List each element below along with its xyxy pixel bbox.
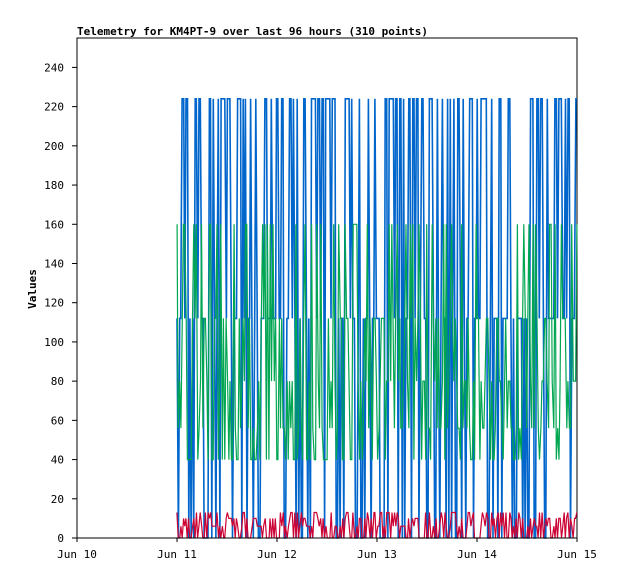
y-tick-label: 60 xyxy=(51,414,64,427)
x-tick-label: Jun 12 xyxy=(257,548,297,561)
y-tick-label: 120 xyxy=(44,297,64,310)
y-tick-label: 200 xyxy=(44,140,64,153)
y-tick-label: 100 xyxy=(44,336,64,349)
y-tick-label: 140 xyxy=(44,257,64,270)
y-tick-label: 80 xyxy=(51,375,64,388)
series-layer xyxy=(176,98,578,539)
series-green xyxy=(176,223,578,461)
y-tick-label: 0 xyxy=(57,532,64,545)
y-tick-label: 180 xyxy=(44,179,64,192)
series-red xyxy=(176,511,578,539)
y-tick-label: 160 xyxy=(44,218,64,231)
x-tick-label: Jun 15 xyxy=(557,548,597,561)
y-tick-label: 40 xyxy=(51,454,64,467)
x-tick-label: Jun 14 xyxy=(457,548,497,561)
x-tick-label: Jun 10 xyxy=(57,548,97,561)
x-tick-label: Jun 11 xyxy=(157,548,197,561)
x-tick-label: Jun 13 xyxy=(357,548,397,561)
chart-title: Telemetry for KM4PT-9 over last 96 hours… xyxy=(77,25,428,38)
y-axis-label: Values xyxy=(26,269,39,309)
y-axis: 0 20 40 60 80 100 120 140 160 180 200 220 240 xyxy=(44,61,77,545)
series-blue xyxy=(176,98,577,539)
y-tick-label: 220 xyxy=(44,101,64,114)
x-axis: Jun 10 Jun 11 Jun 12 Jun 13 Jun 14 Jun 15 xyxy=(57,538,597,561)
y-tick-label: 20 xyxy=(51,493,64,506)
y-tick-label: 240 xyxy=(44,61,64,74)
plot-area xyxy=(76,37,578,539)
